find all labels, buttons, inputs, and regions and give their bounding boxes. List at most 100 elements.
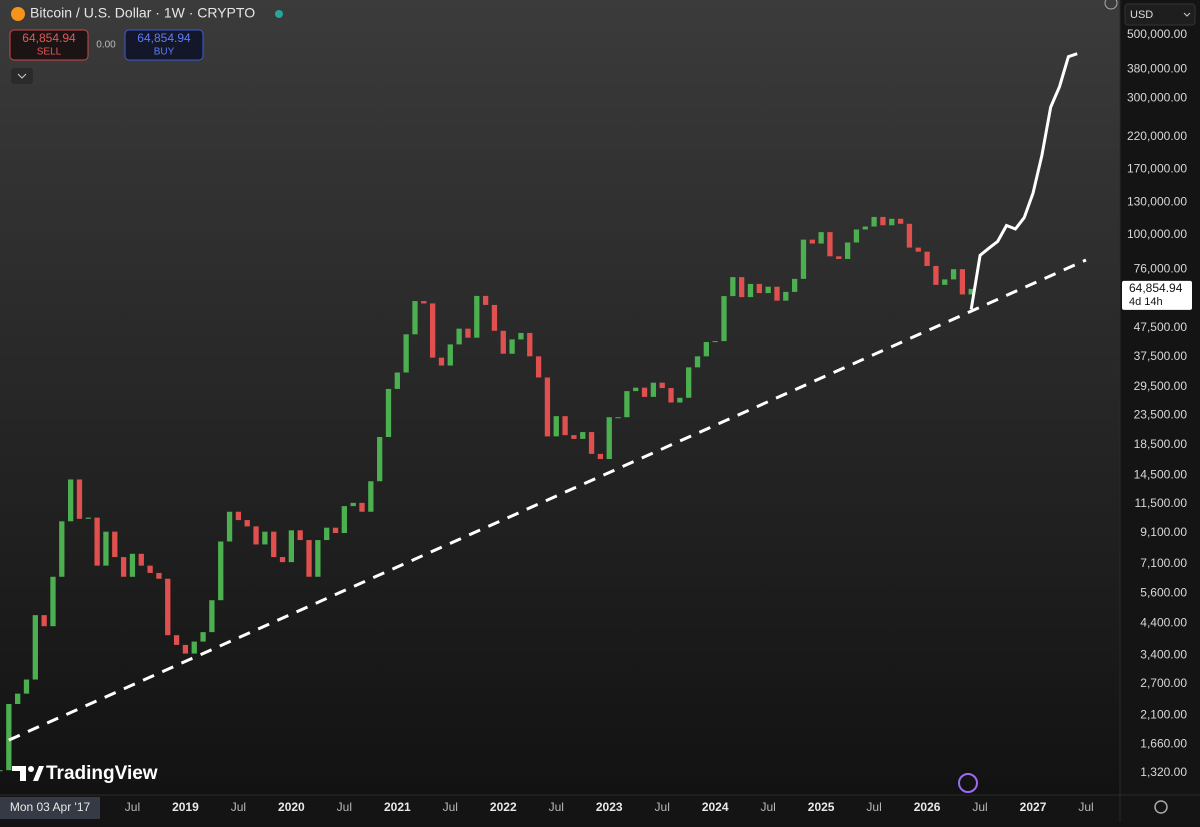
candle bbox=[324, 527, 330, 541]
brand-logo bbox=[12, 766, 26, 781]
candle bbox=[385, 388, 392, 438]
candle bbox=[394, 372, 400, 389]
candle bbox=[535, 356, 542, 378]
candle bbox=[668, 388, 674, 403]
candle bbox=[279, 557, 286, 563]
candle bbox=[959, 269, 966, 295]
candle bbox=[950, 269, 957, 280]
candle bbox=[218, 541, 224, 601]
collapse-button[interactable] bbox=[11, 68, 33, 84]
candle bbox=[85, 517, 91, 519]
candle bbox=[341, 506, 347, 534]
candle bbox=[756, 283, 762, 294]
candle bbox=[456, 328, 462, 345]
cursor-date: Mon 03 Apr '17 bbox=[10, 800, 91, 814]
candle bbox=[615, 417, 621, 419]
y-tick-label: 1,320.00 bbox=[1140, 765, 1187, 779]
candle bbox=[403, 334, 409, 373]
y-tick-label: 76,000.00 bbox=[1134, 261, 1188, 275]
x-tick-label: 2020 bbox=[278, 800, 305, 814]
y-tick-label: 5,600.00 bbox=[1140, 586, 1187, 600]
bar-countdown: 4d 14h bbox=[1129, 296, 1163, 308]
chevron-icon bbox=[17, 73, 27, 79]
candle bbox=[880, 216, 886, 226]
candle bbox=[942, 279, 948, 285]
candle bbox=[527, 332, 533, 357]
x-tick-label: 2026 bbox=[914, 800, 941, 814]
settings-icon[interactable] bbox=[1154, 800, 1168, 814]
candle bbox=[509, 339, 515, 354]
candle bbox=[633, 387, 639, 392]
candle bbox=[606, 417, 612, 460]
candle bbox=[421, 301, 427, 304]
candle bbox=[15, 693, 21, 704]
brand-logo bbox=[28, 766, 34, 772]
last-price-label: 64,854.94 bbox=[1129, 281, 1183, 295]
candle bbox=[447, 344, 453, 366]
candle bbox=[518, 332, 524, 340]
candle bbox=[659, 382, 665, 389]
currency-select[interactable] bbox=[1124, 3, 1196, 26]
candle bbox=[332, 527, 339, 534]
x-tick-label: Jul bbox=[866, 800, 881, 814]
candle bbox=[924, 251, 930, 266]
candle bbox=[350, 502, 356, 507]
price-axis-panel bbox=[1120, 0, 1200, 822]
candle bbox=[112, 531, 118, 558]
candle bbox=[862, 226, 868, 230]
x-tick-label: Jul bbox=[1078, 800, 1093, 814]
plot-marks bbox=[0, 52, 1087, 772]
candle bbox=[138, 553, 144, 566]
x-tick-label: Jul bbox=[337, 800, 352, 814]
sell-button[interactable] bbox=[9, 29, 89, 61]
y-tick-label: 4,400.00 bbox=[1140, 616, 1187, 630]
buy-button[interactable] bbox=[124, 29, 204, 61]
y-tick-label: 47,500.00 bbox=[1134, 320, 1188, 334]
candle bbox=[597, 453, 604, 460]
y-tick-label: 7,100.00 bbox=[1140, 556, 1187, 570]
x-tick-label: 2024 bbox=[702, 800, 729, 814]
candle bbox=[359, 502, 365, 512]
y-tick-label: 18,500.00 bbox=[1134, 437, 1188, 451]
y-tick-label: 9,100.00 bbox=[1140, 525, 1187, 539]
last-price-box bbox=[1122, 280, 1192, 310]
candle bbox=[165, 578, 171, 636]
x-tick-label: Jul bbox=[655, 800, 670, 814]
candle bbox=[297, 530, 303, 541]
chevron-icon bbox=[1183, 12, 1191, 17]
y-tick-label: 2,100.00 bbox=[1140, 707, 1187, 721]
candle bbox=[871, 216, 877, 227]
y-tick-label: 300,000.00 bbox=[1127, 91, 1187, 105]
candle bbox=[686, 367, 692, 398]
candle bbox=[809, 239, 815, 244]
assistant-icon[interactable] bbox=[958, 773, 978, 793]
y-tick-label: 3,400.00 bbox=[1140, 648, 1187, 662]
candle bbox=[32, 615, 38, 680]
candle bbox=[59, 521, 65, 577]
x-tick-label: 2022 bbox=[490, 800, 517, 814]
y-tick-label: 100,000.00 bbox=[1127, 227, 1187, 241]
candle bbox=[271, 531, 277, 558]
candle bbox=[235, 511, 242, 521]
y-tick-label: 23,500.00 bbox=[1134, 407, 1188, 421]
currency-label: USD bbox=[1130, 9, 1153, 21]
x-tick-label: Jul bbox=[231, 800, 246, 814]
candle bbox=[641, 387, 648, 397]
candle bbox=[129, 553, 136, 577]
y-tick-label: 29,500.00 bbox=[1134, 379, 1188, 393]
x-tick-label: Jul bbox=[443, 800, 458, 814]
add-icon[interactable] bbox=[1104, 0, 1118, 10]
candle bbox=[262, 531, 268, 545]
candle bbox=[889, 218, 895, 226]
x-tick-label: Jul bbox=[125, 800, 140, 814]
coin-icon bbox=[11, 7, 25, 21]
candle bbox=[482, 295, 489, 305]
candle bbox=[624, 391, 630, 418]
candle bbox=[429, 303, 436, 358]
candle bbox=[412, 301, 418, 335]
candle bbox=[244, 520, 250, 527]
candle bbox=[906, 223, 913, 248]
candle bbox=[50, 576, 56, 627]
y-tick-label: 130,000.00 bbox=[1127, 195, 1187, 209]
